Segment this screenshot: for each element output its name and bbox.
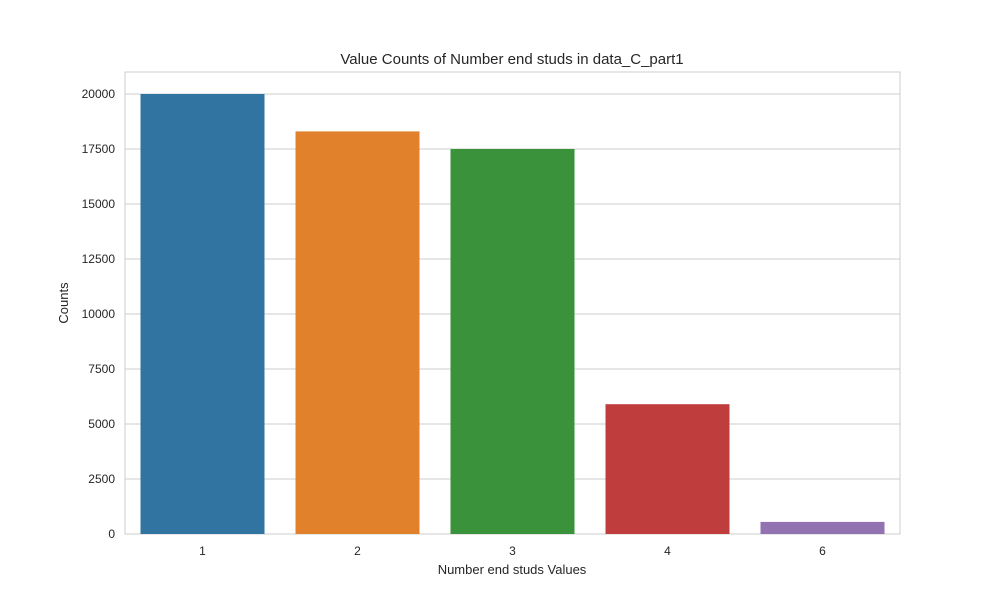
x-tick-label: 1 [199,544,206,558]
bar-3 [450,149,575,534]
bars [140,94,885,534]
y-tick-label: 10000 [82,307,116,321]
x-tick-label: 2 [354,544,361,558]
x-axis-label: Number end studs Values [438,562,587,577]
x-tick-label: 4 [664,544,671,558]
y-tick-label: 15000 [82,197,116,211]
y-tick-label: 7500 [88,362,115,376]
x-tick-label: 3 [509,544,516,558]
y-tick-label: 2500 [88,472,115,486]
x-axis-ticks: 1 2 3 4 6 [199,544,826,558]
y-tick-label: 5000 [88,417,115,431]
y-tick-label: 12500 [82,252,116,266]
bar-2 [295,131,420,534]
y-axis-ticks: 0 2500 5000 7500 10000 12500 15000 17500 20000 [82,87,116,541]
bar-6 [760,521,885,534]
x-tick-label: 6 [819,544,826,558]
bar-4 [605,404,730,534]
y-tick-label: 17500 [82,142,116,156]
y-axis-label: Counts [56,282,71,324]
chart-title: Value Counts of Number end studs in data… [340,51,683,68]
bar-1 [140,94,265,534]
y-tick-label: 20000 [82,87,116,101]
y-tick-label: 0 [108,527,115,541]
